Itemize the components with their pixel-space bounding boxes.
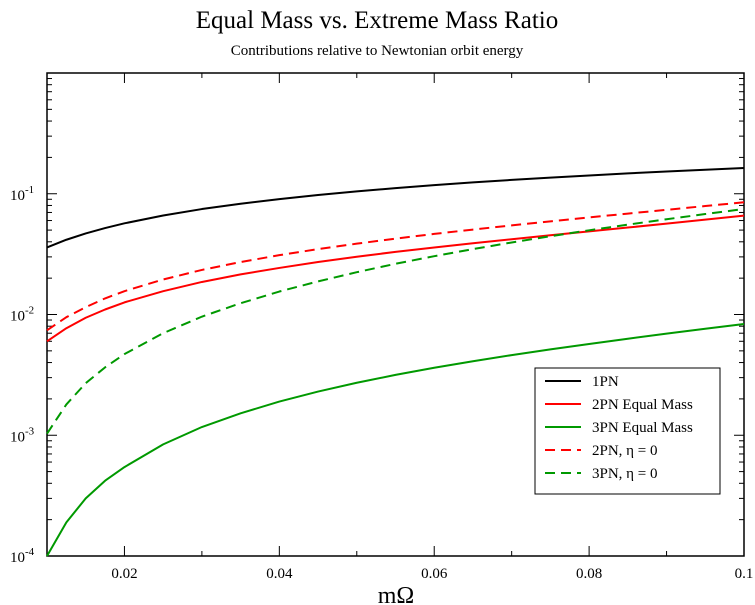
series-lines <box>46 167 745 557</box>
legend-label: 2PN Equal Mass <box>592 397 693 413</box>
y-tick-label: 10-1 <box>10 184 34 204</box>
y-tick-label: 10-4 <box>10 546 35 566</box>
x-tick-label: 0.1 <box>735 566 754 582</box>
legend-label: 2PN, η = 0 <box>592 443 657 459</box>
x-tick-label: 0.04 <box>266 566 293 582</box>
x-tick-label: 0.06 <box>421 566 448 582</box>
legend-label: 3PN Equal Mass <box>592 420 693 436</box>
chart-subtitle: Contributions relative to Newtonian orbi… <box>231 43 524 59</box>
y-tick-label: 10-3 <box>10 425 35 445</box>
legend-label: 1PN <box>592 374 619 390</box>
axis-ticks: 0.02 0.04 0.06 0.08 0.1 10-4 10-3 10-2 10-1 <box>10 73 753 582</box>
y-tick-label: 10-2 <box>10 305 34 325</box>
series-line-5 <box>46 207 745 435</box>
x-tick-label: 0.08 <box>576 566 602 582</box>
x-tick-label: 0.02 <box>111 566 137 582</box>
x-axis-label: mΩ <box>378 583 415 605</box>
legend-label: 3PN, η = 0 <box>592 466 657 482</box>
series-line-3 <box>46 322 745 557</box>
legend: 1PN 2PN Equal Mass 3PN Equal Mass 2PN, η = … <box>534 367 721 495</box>
chart-title: Equal Mass vs. Extreme Mass Ratio <box>196 7 558 34</box>
series-line-4 <box>46 201 745 332</box>
series-line-1 <box>46 167 745 249</box>
series-line-2 <box>46 214 745 343</box>
